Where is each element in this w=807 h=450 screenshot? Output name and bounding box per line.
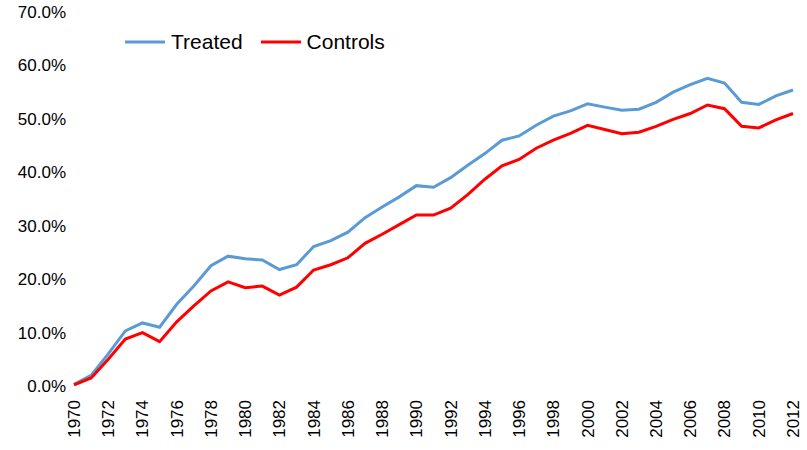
svg-text:2002: 2002 bbox=[613, 400, 632, 438]
svg-text:2004: 2004 bbox=[647, 400, 666, 438]
svg-text:40.0%: 40.0% bbox=[18, 163, 66, 182]
svg-text:1982: 1982 bbox=[270, 400, 289, 438]
svg-text:1980: 1980 bbox=[236, 400, 255, 438]
html-text:Controls: Controls bbox=[306, 30, 385, 53]
svg-text:2010: 2010 bbox=[750, 400, 769, 438]
svg-text:1988: 1988 bbox=[373, 400, 392, 438]
svg-text:1986: 1986 bbox=[339, 400, 358, 438]
svg-text:1998: 1998 bbox=[544, 400, 563, 438]
svg-text:1970: 1970 bbox=[65, 400, 84, 438]
svg-text:1976: 1976 bbox=[168, 400, 187, 438]
svg-text:60.0%: 60.0% bbox=[18, 56, 66, 75]
svg-text:10.0%: 10.0% bbox=[18, 324, 66, 343]
svg-text:1992: 1992 bbox=[442, 400, 461, 438]
svg-text:1996: 1996 bbox=[510, 400, 529, 438]
svg-text:2000: 2000 bbox=[579, 400, 598, 438]
svg-text:1984: 1984 bbox=[305, 400, 324, 438]
svg-text:20.0%: 20.0% bbox=[18, 270, 66, 289]
svg-text:50.0%: 50.0% bbox=[18, 110, 66, 129]
svg-text:1974: 1974 bbox=[133, 400, 152, 438]
svg-text:2008: 2008 bbox=[715, 400, 734, 438]
svg-text:2012: 2012 bbox=[784, 400, 799, 438]
svg-text:1990: 1990 bbox=[407, 400, 426, 438]
svg-text:0.0%: 0.0% bbox=[27, 377, 66, 396]
html-text:Treated: Treated bbox=[171, 30, 243, 53]
svg-text:2006: 2006 bbox=[681, 400, 700, 438]
svg-text:30.0%: 30.0% bbox=[18, 217, 66, 236]
svg-text:1994: 1994 bbox=[476, 400, 495, 438]
svg-text:1972: 1972 bbox=[99, 400, 118, 438]
svg-text:1978: 1978 bbox=[202, 400, 221, 438]
svg-text:70.0%: 70.0% bbox=[18, 3, 66, 22]
